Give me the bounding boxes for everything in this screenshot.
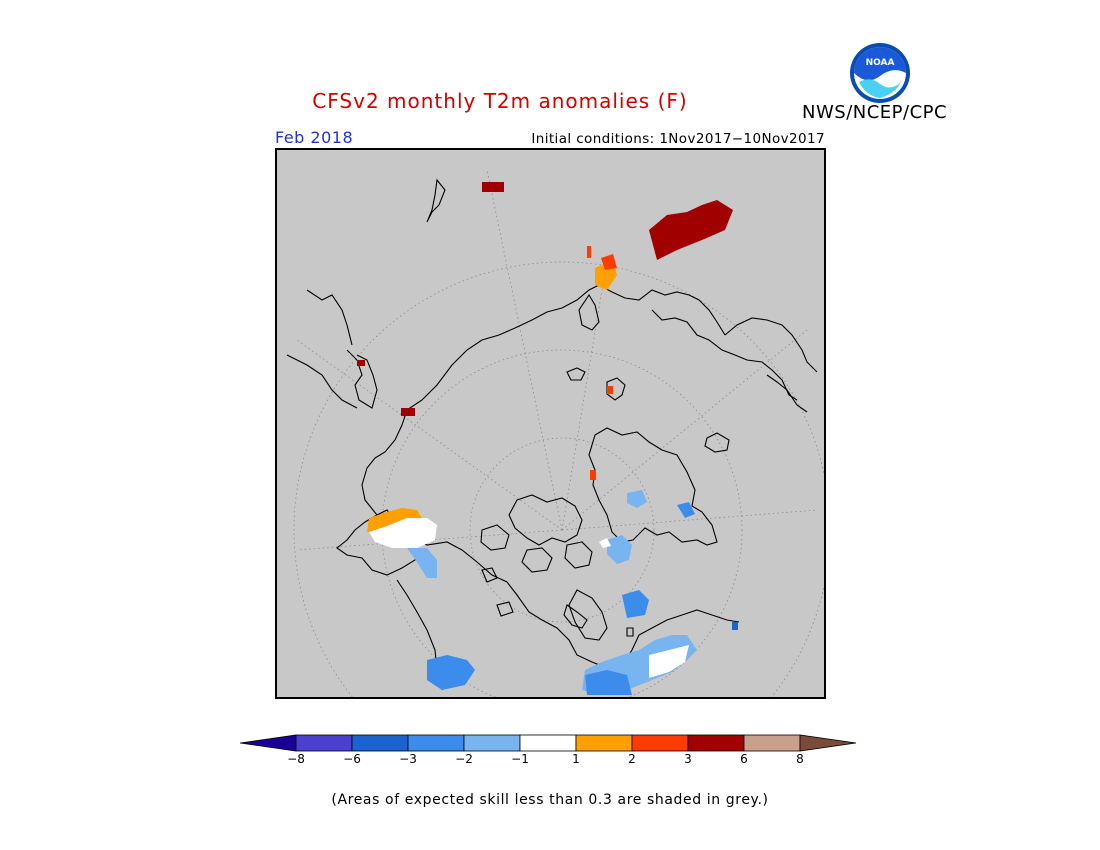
colorbar-tick-label: −2 [455, 752, 473, 766]
colorbar-tick-label: −1 [511, 752, 529, 766]
colorbar-swatch [407, 734, 465, 752]
colorbar-swatch [295, 734, 353, 752]
colorbar-swatch [351, 734, 409, 752]
colorbar-swatch [631, 734, 689, 752]
colorbar-swatch [519, 734, 577, 752]
colorbar-tick-label: −8 [287, 752, 305, 766]
noaa-logo: NOAA [850, 43, 910, 103]
logo-text: NOAA [866, 58, 895, 68]
forecast-month: Feb 2018 [275, 128, 354, 147]
colorbar-tick-label: 8 [796, 752, 804, 766]
colorbar-arrow-low [240, 734, 297, 752]
initial-conditions: Initial conditions: 1Nov2017−10Nov2017 [531, 131, 825, 147]
colorbar-tick-label: 3 [684, 752, 692, 766]
map-title: CFSv2 monthly T2m anomalies (F) [312, 89, 688, 113]
colorbar-swatch [743, 734, 801, 752]
colorbar-tick-label: 6 [740, 752, 748, 766]
coastlines [286, 178, 818, 691]
colorbar [240, 734, 857, 752]
anomaly-patches [357, 182, 738, 695]
colorbar-tick-label: 1 [572, 752, 580, 766]
colorbar-tick-label: 2 [628, 752, 636, 766]
colorbar-tick-label: −6 [343, 752, 361, 766]
colorbar-swatch [687, 734, 745, 752]
agency-label: NWS/NCEP/CPC [802, 102, 948, 123]
colorbar-swatch [575, 734, 633, 752]
polar-map [275, 148, 826, 699]
colorbar-tick-label: −3 [399, 752, 417, 766]
colorbar-swatch [463, 734, 521, 752]
skill-footnote: (Areas of expected skill less than 0.3 a… [331, 792, 769, 808]
colorbar-arrow-high [799, 734, 857, 752]
graticule [293, 169, 824, 697]
